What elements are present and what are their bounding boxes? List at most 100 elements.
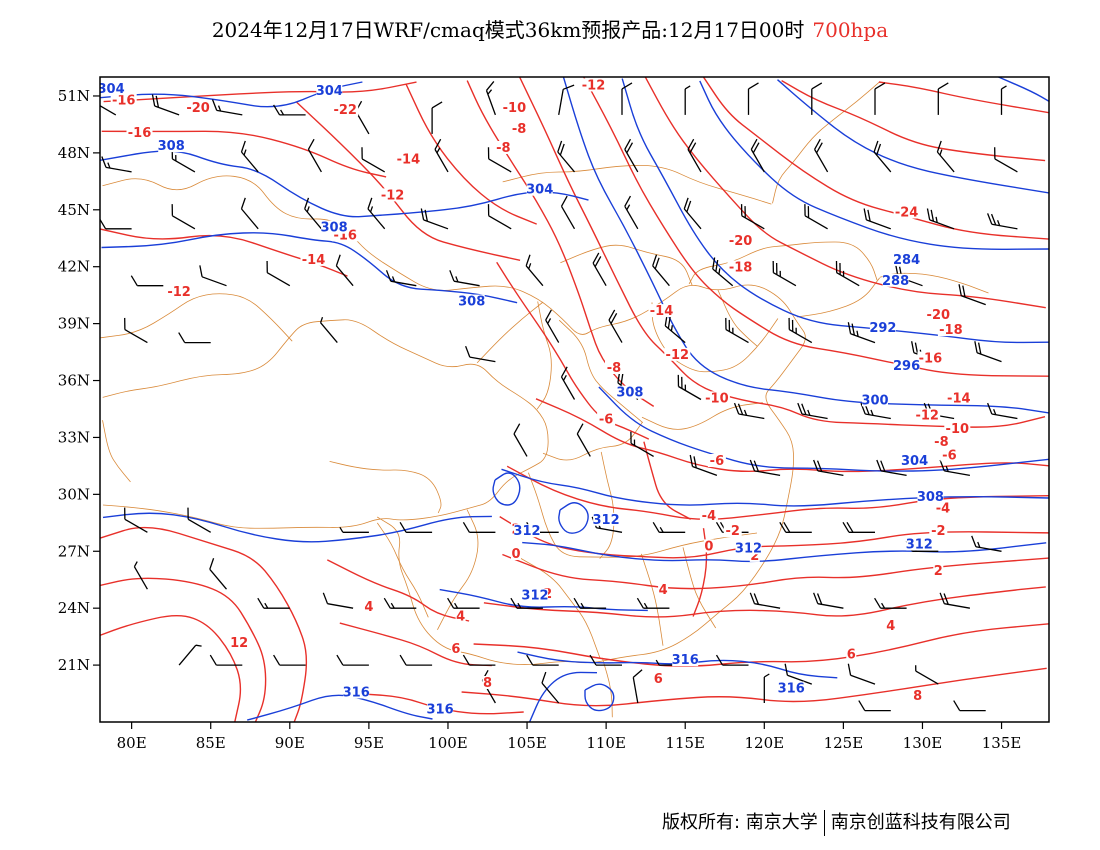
plot-area: -16 -20 -22-12-10-8-8-16-14-12-16-14-12-24…: [98, 77, 1049, 722]
wind-barb: [545, 309, 560, 343]
height-label-bg: [735, 541, 762, 555]
temperature-label: -12: [381, 188, 405, 203]
temperature-label: -6: [599, 412, 613, 427]
boundary-line: [528, 472, 758, 558]
wind-barb: [1000, 85, 1007, 115]
temperature-label: -20: [927, 308, 951, 323]
wind-barb: [811, 82, 823, 115]
temperature-isotherm: [692, 528, 708, 617]
wind-barb: [273, 654, 306, 666]
boundary-line: [502, 164, 772, 205]
height-label: 304: [526, 183, 553, 198]
temperature-label: -14: [650, 304, 674, 319]
wind-barb: [971, 535, 1002, 552]
lon-tick-label: 100E: [428, 734, 468, 752]
temperature-isotherm: [878, 81, 1049, 114]
temperature-label-bg: [727, 260, 754, 274]
height-label-bg: [514, 524, 540, 538]
boundary-line: [717, 289, 758, 347]
temperature-label-bg: [300, 252, 327, 266]
wind-barb: [772, 261, 797, 287]
boundary-line: [599, 451, 615, 559]
height-label-bg: [593, 512, 620, 526]
temperature-label-bg: [925, 307, 952, 321]
wind-barb: [953, 700, 986, 712]
temperature-label: -20: [186, 101, 210, 116]
height-label-bg: [901, 454, 928, 467]
boundary-line: [329, 461, 442, 514]
wind-barb: [863, 208, 892, 230]
wind-barb: [447, 597, 480, 609]
temperature-label: 4: [886, 619, 895, 634]
wind-barb: [750, 138, 765, 173]
wind-barb: [749, 592, 781, 609]
wind-barb: [171, 204, 196, 230]
height-label: 284: [893, 253, 920, 268]
height-label-bg: [427, 702, 454, 716]
wind-barb: [257, 597, 290, 609]
height-label: 304: [316, 84, 343, 99]
temperature-label: 6: [654, 672, 663, 687]
temperature-label: -2: [725, 524, 739, 539]
lat-tick-label: 51N: [58, 87, 90, 105]
wind-barb: [683, 197, 702, 230]
height-label-bg: [917, 490, 944, 503]
wind-barb: [240, 197, 259, 230]
temperature-label-bg: [510, 122, 529, 135]
wind-barb: [740, 204, 765, 230]
temperature-isotherm: [496, 261, 650, 440]
temperature-label: -12: [167, 285, 191, 300]
wind-barb: [725, 317, 749, 344]
temperature-label-bg: [501, 101, 528, 115]
lat-tick-label: 24N: [58, 599, 90, 617]
wind-barb: [939, 592, 971, 609]
wind-barb: [420, 208, 449, 230]
height-label: 316: [427, 703, 454, 718]
height-label-bg: [522, 588, 548, 602]
temperature-label-bg: [933, 564, 944, 577]
wind-barb: [178, 644, 202, 666]
lon-tick-label: 115E: [665, 734, 705, 752]
wind-barb: [814, 138, 829, 173]
wind-barb: [652, 521, 686, 533]
title-main: 2024年12月17日WRF/cmaq模式36km预报产品:12月17日00时: [211, 18, 805, 42]
wind-barb: [684, 85, 691, 115]
temperature-isotherm: [643, 441, 692, 520]
temperature-isotherm: [781, 79, 1046, 162]
height-contour: [621, 78, 1049, 344]
temperature-isotherm: [502, 553, 1049, 590]
wind-barb: [926, 208, 955, 230]
lon-tick-label: 105E: [507, 734, 547, 752]
temperature-label-bg: [332, 103, 359, 116]
boundary-line: [102, 175, 806, 665]
wind-barb: [178, 332, 211, 344]
wind-barb: [133, 561, 148, 590]
height-label: 304: [98, 82, 125, 97]
height-contour: [100, 150, 589, 218]
temperature-label: -6: [710, 454, 724, 469]
height-contour: [598, 386, 1049, 472]
wind-barb: [339, 526, 369, 533]
height-label: 316: [778, 682, 805, 697]
wind-barb: [915, 665, 939, 685]
lat-tick-label: 30N: [58, 485, 90, 503]
temperature-label: -16: [112, 94, 136, 109]
temperature-label: -12: [582, 78, 606, 93]
wind-barb: [874, 597, 907, 609]
wind-barb: [797, 402, 828, 420]
height-label-bg: [862, 393, 888, 407]
temperature-label-bg: [580, 78, 607, 92]
wind-barb: [560, 195, 576, 230]
temperature-label-bg: [945, 391, 972, 405]
temperature-label-bg: [749, 548, 760, 562]
wind-barb: [399, 521, 433, 533]
temperature-label: 4: [456, 610, 465, 625]
temperature-label-bg: [395, 152, 422, 166]
height-label: 308: [458, 295, 485, 310]
temperature-label-bg: [166, 285, 193, 299]
height-label-bg: [893, 359, 920, 373]
temperature-label: -16: [128, 126, 152, 141]
temperature-isotherm: [644, 77, 1046, 309]
height-label: 308: [616, 386, 643, 401]
temperature-label-bg: [110, 93, 137, 107]
